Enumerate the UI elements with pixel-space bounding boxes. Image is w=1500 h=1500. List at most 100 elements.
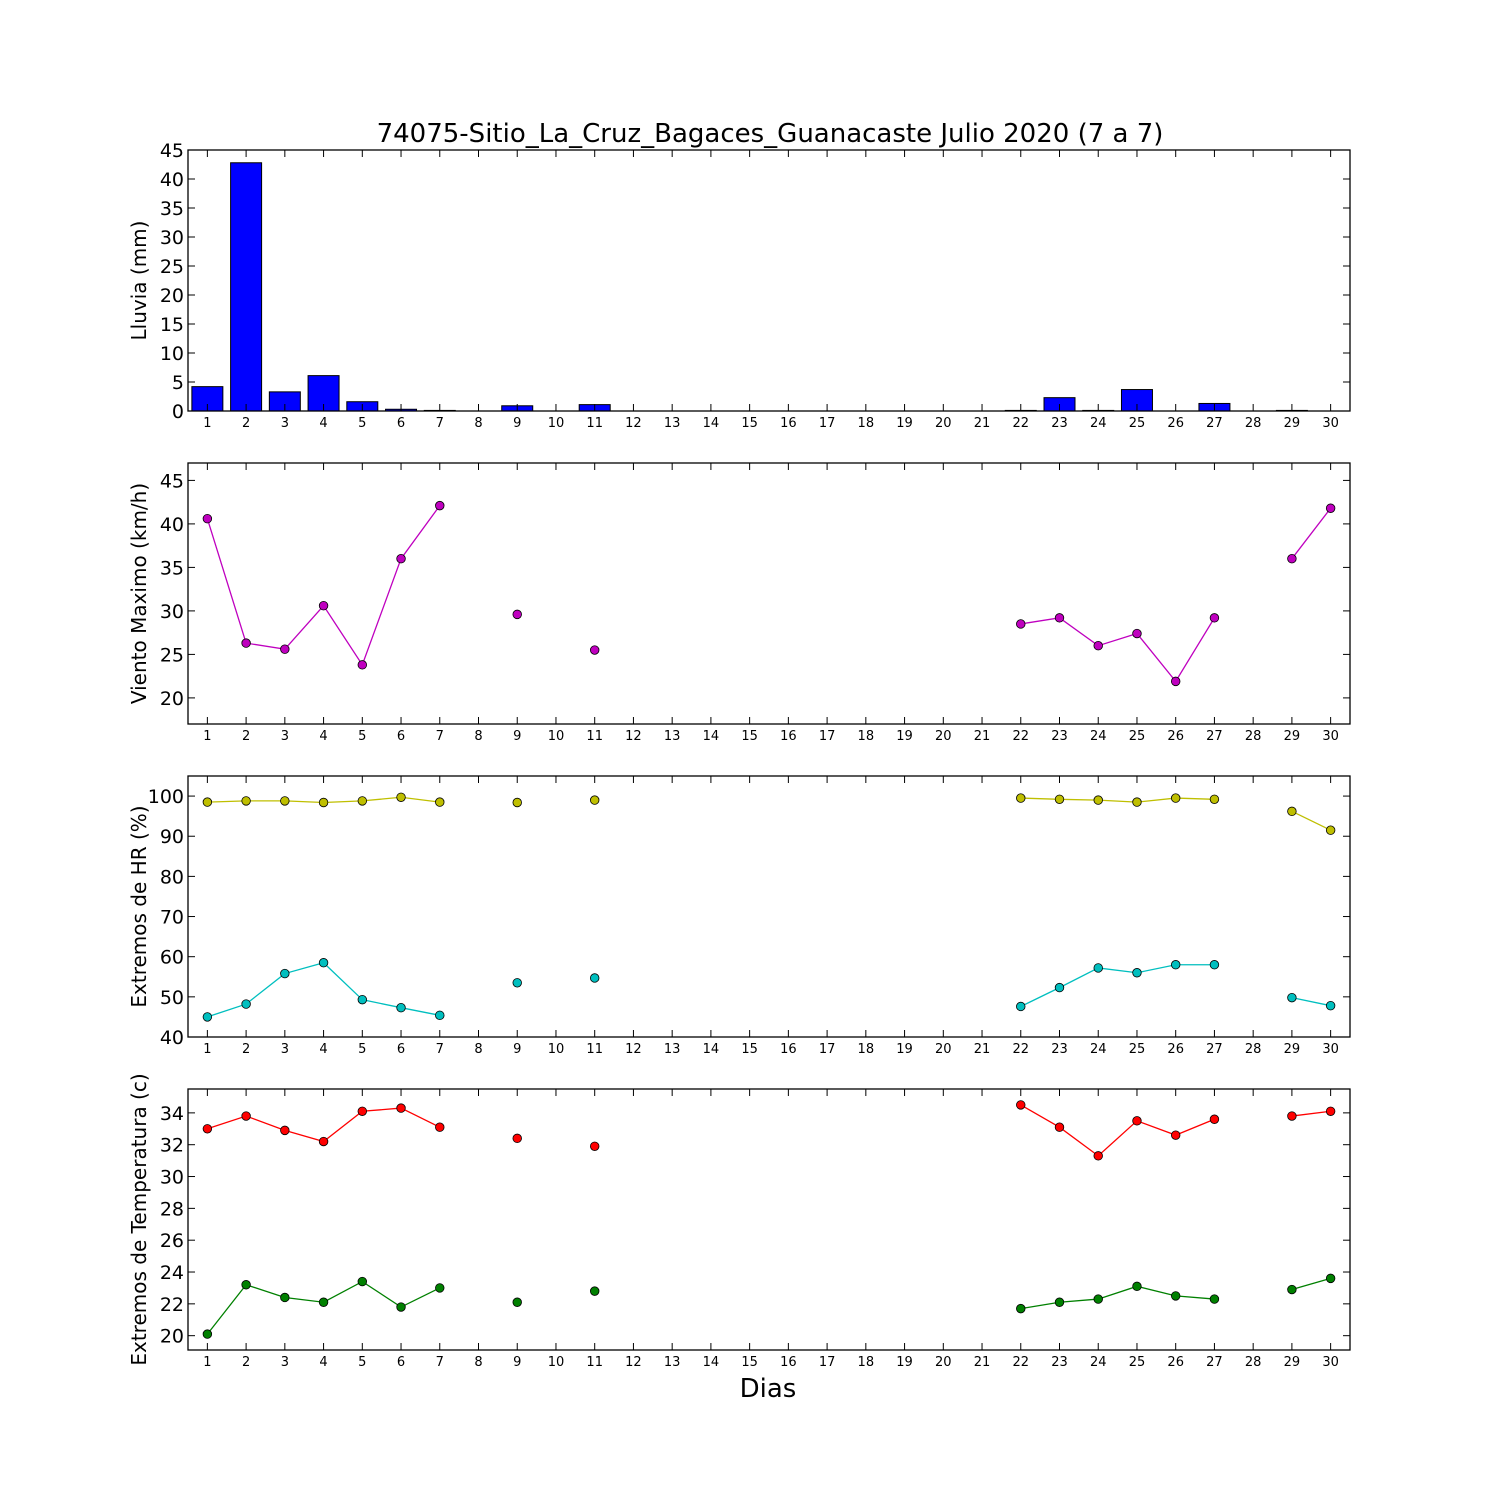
- humidity-y-axis-label: Extremos de HR (%): [127, 805, 151, 1007]
- humidity-x-tick-label: 22: [1012, 1042, 1029, 1057]
- rain-y-tick-label: 35: [160, 198, 184, 220]
- wind-x-tick-label: 22: [1012, 729, 1029, 744]
- humidity-series-1-point-26: [1170, 960, 1181, 970]
- rain-x-tick-label: 1: [203, 416, 211, 431]
- temperature-x-tick-label: 10: [548, 1355, 565, 1370]
- humidity-series-1-point-6: [396, 1002, 406, 1013]
- wind-x-tick-label: 12: [625, 729, 642, 744]
- temperature-series-0-point-4: [318, 1136, 329, 1147]
- wind-series-0-point-3: [280, 644, 290, 654]
- humidity-x-tick-label: 29: [1284, 1042, 1301, 1057]
- temperature-series-0-point-11: [590, 1141, 600, 1151]
- temperature-series-1-point-22: [1016, 1303, 1026, 1314]
- wind-x-tick-label: 14: [703, 729, 720, 744]
- rain-x-tick-label: 2: [242, 416, 250, 431]
- wind-x-tick-label: 21: [974, 729, 991, 744]
- humidity-x-tick-label: 4: [319, 1042, 327, 1057]
- temperature-series-1-line-4: [1291, 1277, 1331, 1291]
- humidity-x-tick-label: 18: [858, 1042, 875, 1057]
- humidity-series-0-point-11: [590, 795, 600, 805]
- temperature-series-0-point-2: [241, 1111, 251, 1121]
- humidity-series-1-point-30: [1325, 1000, 1336, 1011]
- rain-y-tick-label: 25: [160, 256, 184, 278]
- humidity-series-1-point-11: [590, 973, 600, 983]
- humidity-y-tick-label: 60: [160, 947, 184, 969]
- humidity-x-tick-label: 25: [1129, 1042, 1146, 1057]
- humidity-series-1-point-3: [280, 968, 290, 979]
- humidity-series-1-line-3: [1020, 964, 1215, 1008]
- humidity-series-0-point-5: [357, 796, 368, 806]
- rain-y-tick-label: 40: [160, 169, 184, 191]
- temperature-x-tick-label: 25: [1129, 1355, 1146, 1370]
- temperature-x-tick-label: 8: [474, 1355, 482, 1370]
- temperature-series-0-point-3: [280, 1125, 290, 1136]
- wind-x-tick-label: 20: [935, 729, 952, 744]
- rain-x-tick-label: 11: [586, 416, 603, 431]
- wind-x-tick-label: 3: [281, 729, 289, 744]
- humidity-y-tick-label: 90: [160, 826, 184, 848]
- temperature-series-1-line-3: [1020, 1285, 1215, 1310]
- rain-x-tick-label: 29: [1284, 416, 1301, 431]
- humidity-series-1-point-23: [1054, 982, 1065, 993]
- wind-series-0-line-3: [1020, 617, 1215, 683]
- wind-x-tick-label: 24: [1090, 729, 1107, 744]
- temperature-series-1-point-23: [1054, 1297, 1065, 1307]
- temperature-series-0-point-29: [1287, 1111, 1297, 1121]
- humidity-series-1-point-1: [202, 1012, 213, 1022]
- humidity-x-tick-label: 15: [741, 1042, 758, 1057]
- temperature-axes-frame: [187, 1088, 1351, 1351]
- humidity-series-1-point-29: [1287, 992, 1297, 1003]
- wind-x-tick-label: 13: [664, 729, 681, 744]
- wind-y-tick-label: 30: [160, 601, 184, 623]
- rain-x-tick-label: 4: [319, 416, 327, 431]
- rain-x-tick-label: 6: [397, 416, 405, 431]
- temperature-x-tick-label: 30: [1322, 1355, 1339, 1370]
- temperature-x-tick-label: 4: [319, 1355, 327, 1370]
- wind-series-0-point-22: [1016, 619, 1026, 629]
- wind-axes-frame: [187, 462, 1351, 725]
- humidity-x-tick-label: 3: [281, 1042, 289, 1057]
- rain-x-tick-label: 18: [858, 416, 875, 431]
- humidity-series-0-point-7: [435, 797, 445, 807]
- humidity-series-0-point-3: [280, 796, 290, 806]
- humidity-series-1-point-7: [435, 1010, 445, 1021]
- humidity-y-tick-label: 50: [160, 987, 184, 1009]
- rain-bar-2: [230, 162, 263, 412]
- temperature-series-0-point-30: [1325, 1106, 1336, 1116]
- humidity-x-tick-label: 27: [1206, 1042, 1223, 1057]
- temperature-x-tick-label: 5: [358, 1355, 366, 1370]
- wind-y-tick-label: 25: [160, 644, 184, 666]
- wind-x-tick-label: 19: [896, 729, 913, 744]
- rain-x-tick-label: 19: [896, 416, 913, 431]
- humidity-x-tick-label: 13: [664, 1042, 681, 1057]
- wind-x-tick-label: 26: [1167, 729, 1184, 744]
- temperature-x-tick-label: 26: [1167, 1355, 1184, 1370]
- humidity-series-1-point-27: [1209, 960, 1220, 970]
- temperature-series-1-point-26: [1170, 1291, 1181, 1301]
- rain-y-tick-label: 45: [160, 140, 184, 162]
- humidity-x-tick-label: 6: [397, 1042, 405, 1057]
- wind-series-0-point-6: [396, 554, 406, 564]
- wind-series-0-point-9: [512, 609, 522, 620]
- humidity-x-tick-label: 12: [625, 1042, 642, 1057]
- rain-x-tick-label: 20: [935, 416, 952, 431]
- temperature-y-tick-label: 26: [160, 1230, 184, 1252]
- humidity-x-tick-label: 10: [548, 1042, 565, 1057]
- wind-series-0-point-26: [1170, 676, 1181, 687]
- temperature-series-1-point-24: [1093, 1294, 1103, 1304]
- humidity-x-tick-label: 23: [1051, 1042, 1068, 1057]
- temperature-x-tick-label: 9: [513, 1355, 521, 1370]
- temperature-series-1-point-4: [318, 1297, 329, 1307]
- humidity-series-1-point-24: [1093, 963, 1103, 973]
- rain-x-tick-label: 7: [436, 416, 444, 431]
- rain-y-axis-label: Lluvia (mm): [127, 221, 151, 341]
- humidity-x-tick-label: 7: [436, 1042, 444, 1057]
- humidity-y-tick-label: 70: [160, 907, 184, 929]
- wind-series-0-line-4: [1291, 507, 1332, 560]
- humidity-series-0-point-23: [1054, 794, 1065, 804]
- humidity-x-tick-label: 20: [935, 1042, 952, 1057]
- humidity-series-0-point-25: [1132, 797, 1142, 807]
